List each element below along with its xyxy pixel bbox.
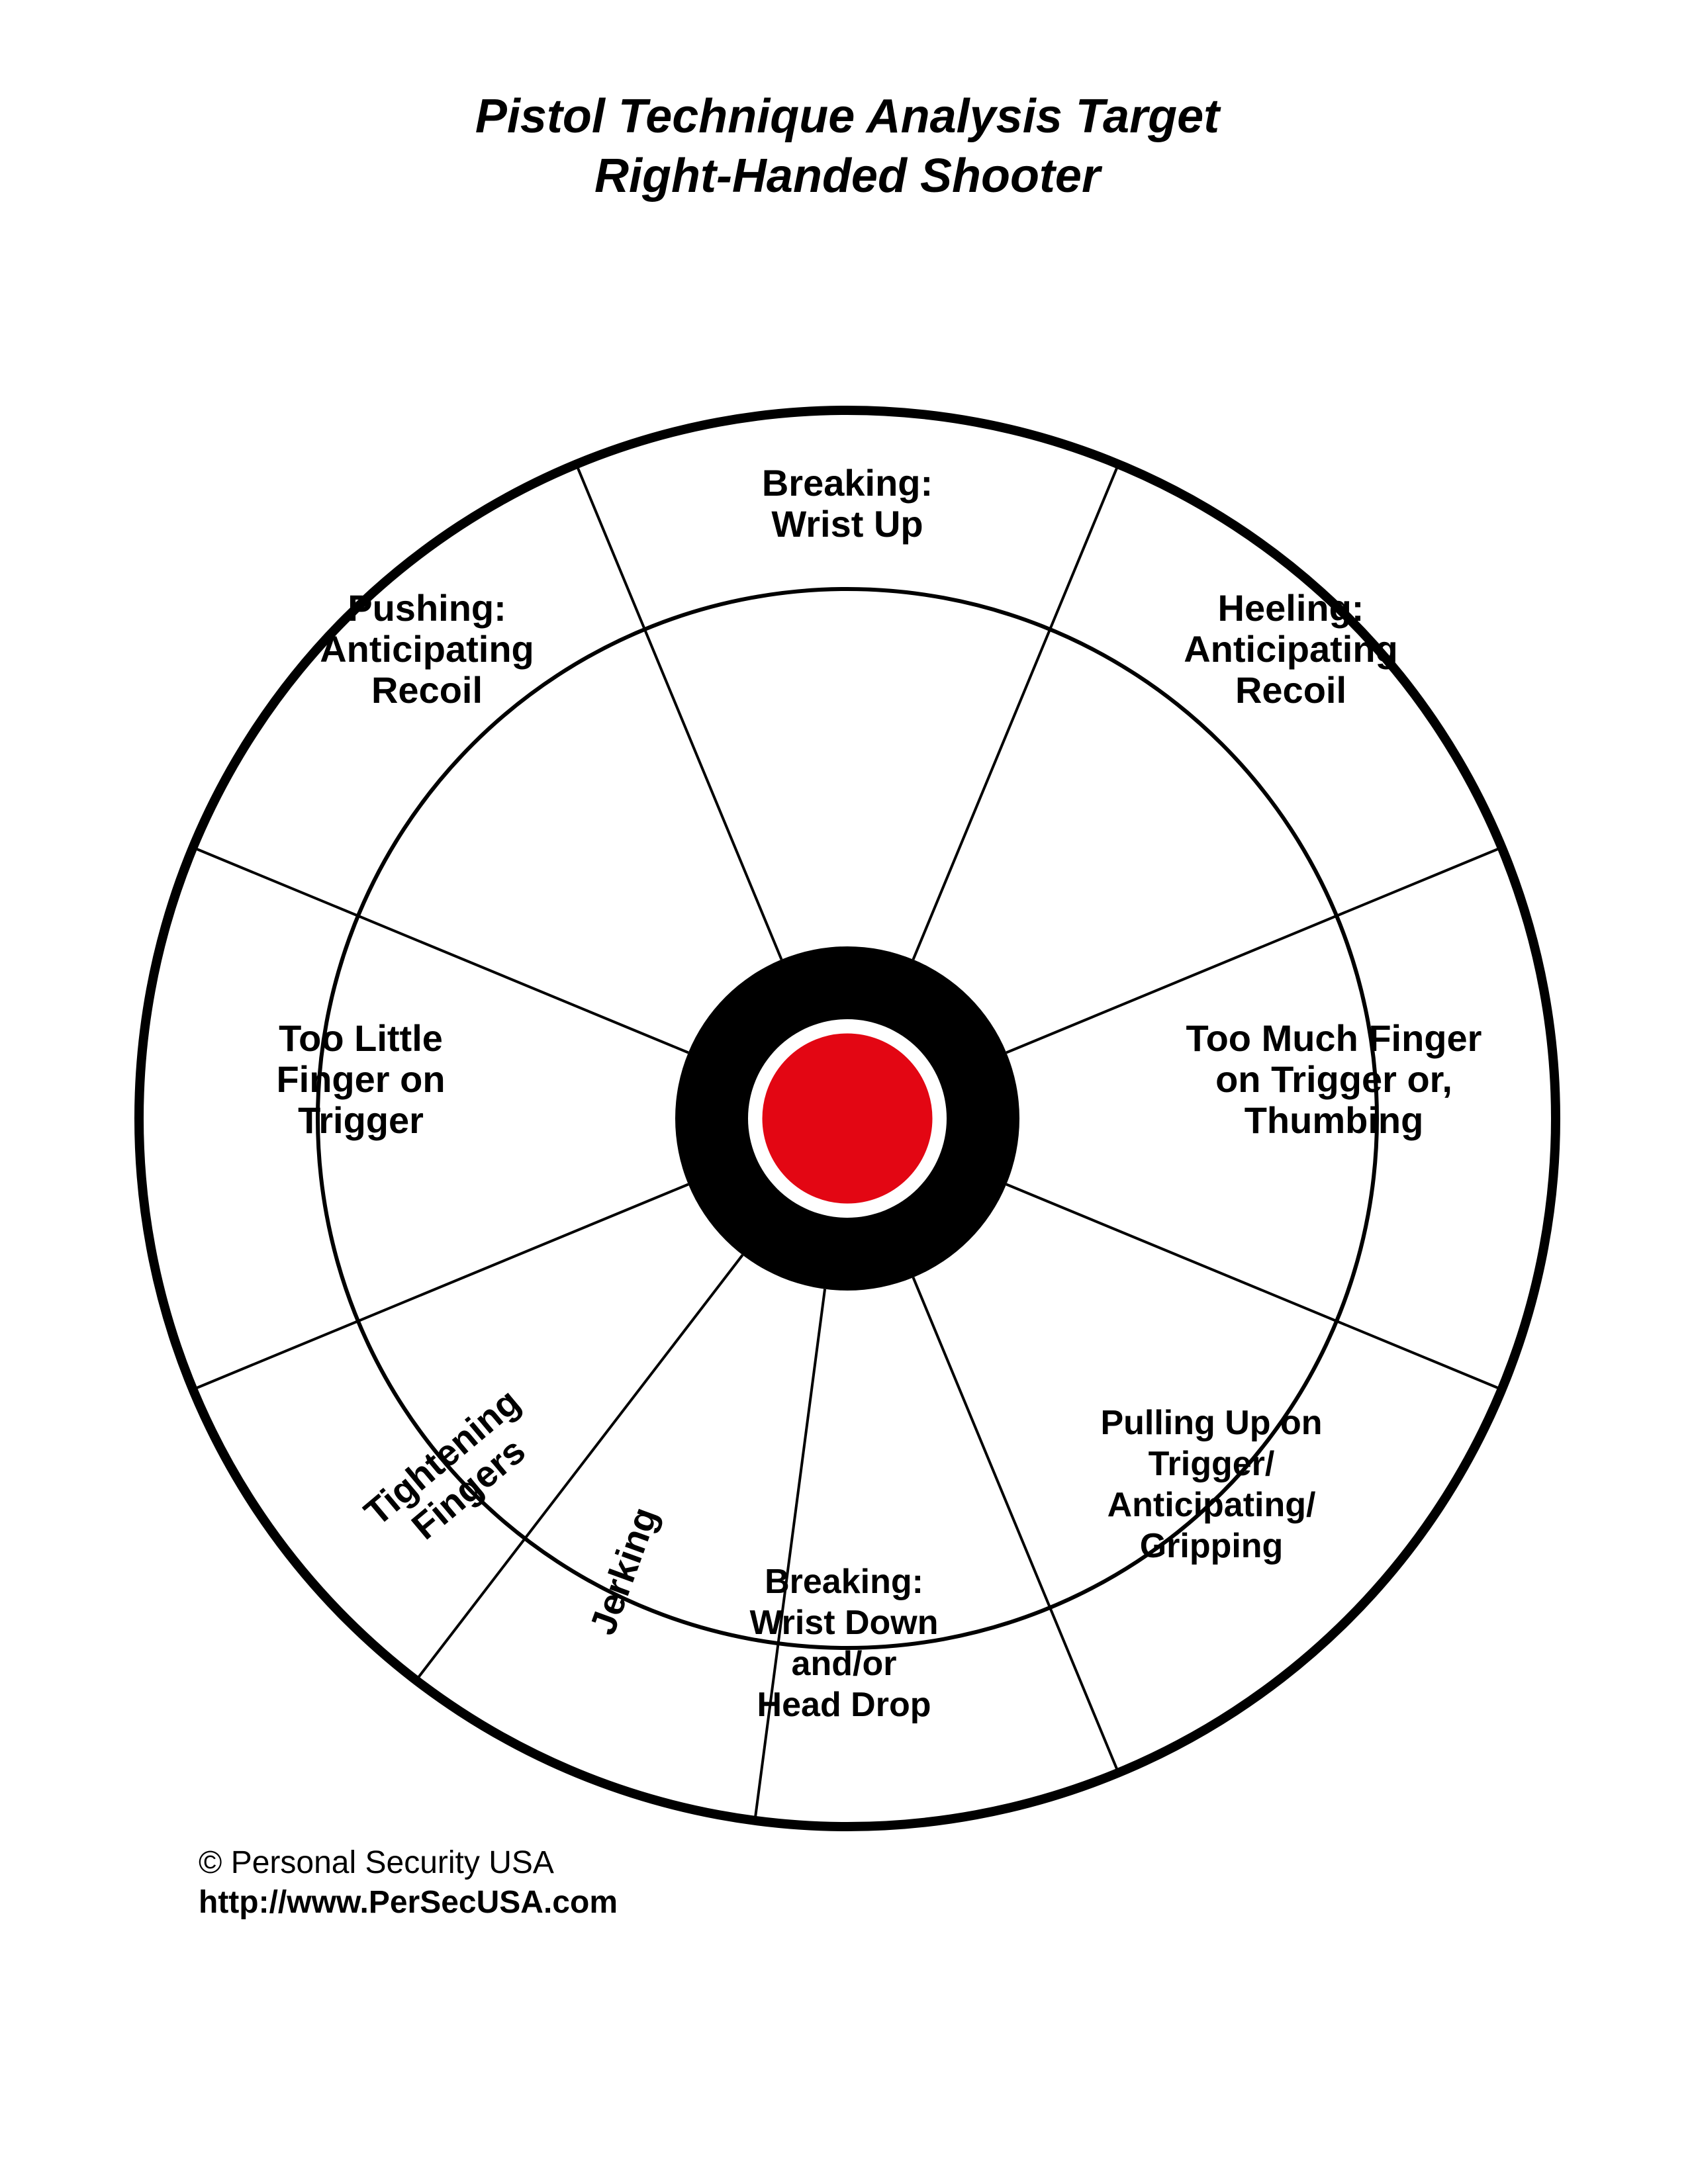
sector-pushing-line: Pushing: <box>348 587 506 629</box>
title-line-2: Right-Handed Shooter <box>594 150 1103 203</box>
sector-breaking-wrist-down-line: and/or <box>792 1645 897 1683</box>
bullseye <box>761 1032 933 1205</box>
footer-copyright: © Personal Security USA <box>199 1845 554 1880</box>
sector-pulling-up-line: Gripping <box>1140 1527 1284 1565</box>
sector-heeling-line: Recoil <box>1235 669 1346 711</box>
sector-pulling-up-line: Pulling Up on <box>1100 1404 1322 1442</box>
sector-too-much-finger-line: Thumbing <box>1245 1099 1424 1141</box>
sector-too-little-finger-line: Trigger <box>298 1099 424 1141</box>
sector-pushing-line: Recoil <box>371 669 483 711</box>
sector-pulling-up-line: Anticipating/ <box>1107 1486 1316 1524</box>
sector-breaking-wrist-up-line: Breaking: <box>762 462 933 504</box>
sector-breaking-wrist-down-line: Wrist Down <box>749 1604 938 1642</box>
sector-pulling-up-line: Trigger/ <box>1149 1445 1275 1483</box>
title-line-1: Pistol Technique Analysis Target <box>475 90 1221 143</box>
footer-url: http://www.PerSecUSA.com <box>199 1885 618 1920</box>
sector-heeling-line: Anticipating <box>1184 628 1398 670</box>
sector-breaking-wrist-up: Breaking:Wrist Up <box>762 462 933 545</box>
sector-pushing-line: Anticipating <box>320 628 534 670</box>
target-diagram: Pistol Technique Analysis Target Right-Ha… <box>0 0 1694 2184</box>
sector-breaking-wrist-down-line: Head Drop <box>757 1686 931 1724</box>
sector-too-much-finger-line: on Trigger or, <box>1215 1058 1452 1100</box>
sector-too-little-finger-line: Finger on <box>276 1058 445 1100</box>
sector-too-little-finger: Too LittleFinger onTrigger <box>276 1017 445 1141</box>
sector-heeling-line: Heeling: <box>1218 587 1364 629</box>
sector-too-little-finger-line: Too Little <box>279 1017 443 1059</box>
sector-breaking-wrist-down-line: Breaking: <box>765 1563 923 1601</box>
sector-breaking-wrist-up-line: Wrist Up <box>771 503 923 545</box>
sector-too-much-finger-line: Too Much Finger <box>1186 1017 1482 1059</box>
